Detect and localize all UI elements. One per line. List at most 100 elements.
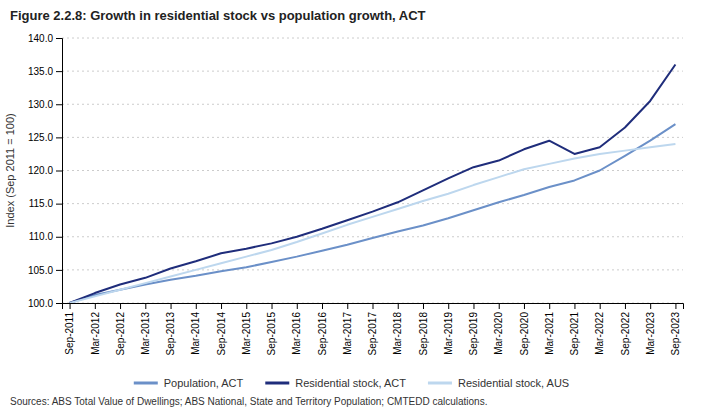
- line: [70, 65, 676, 304]
- tick-label: 125.0: [28, 132, 53, 143]
- tick-label: Sep-2018: [418, 312, 429, 356]
- grid-line: [62, 71, 683, 72]
- tick-label: Sep-2021: [569, 312, 580, 356]
- y-axis-title: Index (Sep 2011 = 100): [4, 113, 16, 227]
- tick-mark: [600, 303, 601, 309]
- tick-label: 100.0: [28, 298, 53, 309]
- tick-mark: [120, 303, 121, 309]
- tick: Mar-2017: [342, 303, 353, 355]
- tick: Sep-2022: [620, 303, 631, 355]
- tick-mark: [625, 303, 626, 309]
- grid-line: [62, 137, 683, 138]
- tick: Sep-2014: [216, 303, 227, 355]
- annotation: Sources: ABS Total Value of Dwellings; A…: [10, 396, 487, 407]
- tick-mark: [347, 303, 348, 309]
- tick-label: Sep-2017: [367, 312, 378, 356]
- tick: 135.0: [28, 66, 62, 77]
- y-axis: 100.0 105.0 110.0 115.0 120.0 125.0 130.0 135.0…: [28, 33, 63, 309]
- tick-label: Sep-2014: [216, 312, 227, 356]
- tick: Sep-2012: [115, 303, 126, 355]
- legend-swatch: [428, 382, 452, 385]
- tick-mark: [56, 270, 62, 271]
- tick: Mar-2013: [140, 303, 151, 355]
- tick-mark: [322, 303, 323, 309]
- tick-label: 105.0: [28, 265, 53, 276]
- legend-item: Residential stock, AUS: [428, 377, 569, 389]
- tick-mark: [549, 303, 550, 309]
- tick-label: Sep-2012: [115, 312, 126, 356]
- tick-label: 140.0: [28, 33, 53, 44]
- legend-label: Residential stock, AUS: [458, 377, 569, 389]
- legend-item: Population, ACT: [134, 377, 244, 389]
- plot: 100.0 105.0 110.0 115.0 120.0 125.0 130.0 135.0…: [4, 33, 684, 356]
- tick-mark: [473, 303, 474, 309]
- axis-line: [63, 304, 684, 310]
- tick-mark: [650, 303, 651, 309]
- tick-label: Sep-2013: [165, 312, 176, 356]
- tick-mark: [246, 303, 247, 309]
- tick-mark: [70, 303, 71, 309]
- tick-mark: [95, 303, 96, 309]
- tick: Sep-2016: [317, 303, 328, 355]
- tick-mark: [56, 104, 62, 105]
- legend-swatch: [265, 382, 289, 385]
- tick-label: 120.0: [28, 165, 53, 176]
- tick-label: Mar-2013: [140, 312, 151, 355]
- tick-label: 130.0: [28, 99, 53, 110]
- tick-mark: [56, 303, 62, 304]
- tick-mark: [272, 303, 273, 309]
- grid-line: [62, 38, 683, 39]
- tick: Sep-2023: [670, 303, 681, 355]
- legend-label: Population, ACT: [164, 377, 244, 389]
- tick-label: Mar-2014: [190, 312, 201, 355]
- chart: Figure 2.2.8: Growth in residential stoc…: [0, 0, 703, 415]
- tick-label: 110.0: [29, 231, 54, 242]
- tick: Mar-2018: [392, 303, 403, 355]
- tick: 110.0: [29, 231, 62, 242]
- legend-label: Residential stock, ACT: [295, 377, 406, 389]
- tick-mark: [423, 303, 424, 309]
- tick-mark: [56, 137, 62, 138]
- legend-item: Residential stock, ACT: [265, 377, 406, 389]
- legend-swatch: [134, 382, 158, 385]
- tick-label: Mar-2018: [392, 312, 403, 355]
- tick-mark: [574, 303, 575, 309]
- tick-mark: [221, 303, 222, 309]
- tick-label: Mar-2020: [493, 312, 504, 355]
- tick-label: Sep-2019: [468, 312, 479, 356]
- grid-line: [62, 104, 683, 105]
- x-axis: Sep-2011 Mar-2012 Sep-2012 Mar-2013 Sep-2013…: [63, 303, 684, 355]
- axis-line: [56, 39, 63, 304]
- tick: 125.0: [28, 132, 62, 143]
- tick: 100.0: [28, 298, 62, 309]
- tick: Sep-2020: [519, 303, 530, 355]
- tick-label: Mar-2023: [645, 312, 656, 355]
- tick-mark: [56, 237, 62, 238]
- tick: Mar-2014: [190, 303, 201, 355]
- tick-mark: [499, 303, 500, 309]
- tick: Sep-2019: [468, 303, 479, 355]
- tick-mark: [524, 303, 525, 309]
- tick-label: 135.0: [28, 66, 53, 77]
- tick: 115.0: [29, 198, 62, 209]
- tick: 130.0: [28, 99, 62, 110]
- grid-line: [62, 269, 683, 270]
- tick-mark: [448, 303, 449, 309]
- tick: Sep-2013: [165, 303, 176, 355]
- tick-label: Sep-2020: [519, 312, 530, 356]
- tick: Mar-2012: [90, 303, 101, 355]
- grid-line: [62, 170, 683, 171]
- tick: Mar-2015: [241, 303, 252, 355]
- tick-label: Mar-2015: [241, 312, 252, 355]
- grid: [62, 38, 683, 303]
- tick-mark: [297, 303, 298, 309]
- tick-mark: [56, 38, 62, 39]
- tick: Sep-2018: [418, 303, 429, 355]
- tick-label: Mar-2019: [443, 312, 454, 355]
- tick-mark: [56, 71, 62, 72]
- tick-mark: [56, 204, 62, 205]
- tick-label: Mar-2022: [594, 312, 605, 355]
- tick: 120.0: [28, 165, 62, 176]
- tick: Sep-2011: [64, 303, 75, 355]
- tick-label: Sep-2016: [317, 312, 328, 356]
